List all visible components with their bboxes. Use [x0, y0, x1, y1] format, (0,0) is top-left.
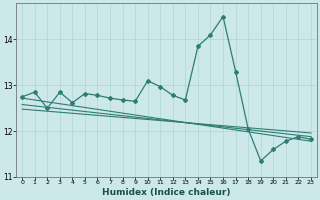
X-axis label: Humidex (Indice chaleur): Humidex (Indice chaleur) — [102, 188, 231, 197]
